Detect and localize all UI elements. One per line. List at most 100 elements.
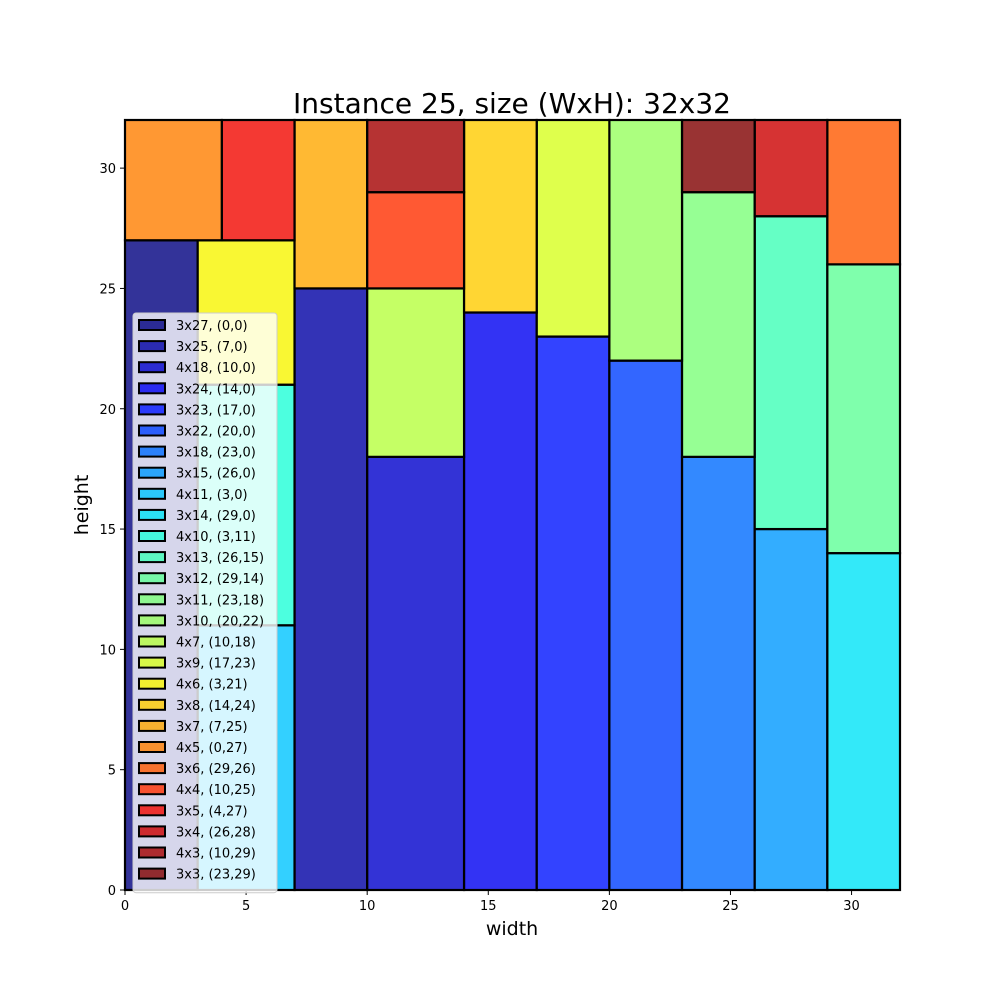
rect-11 (753, 215, 829, 531)
legend-swatch (138, 656, 166, 669)
plot-frame (124, 119, 901, 891)
rect-18 (462, 118, 538, 314)
y-tick-label: 5 (108, 764, 116, 779)
legend-swatch (138, 572, 166, 585)
rect-1 (293, 287, 369, 892)
x-tick-label: 5 (242, 899, 250, 914)
x-tick-label: 15 (480, 899, 497, 914)
legend-swatch (138, 445, 166, 458)
rect-14 (608, 118, 684, 362)
legend-label: 3x3, (23,29) (176, 868, 256, 883)
legend-swatch (138, 677, 166, 690)
rect-16 (535, 118, 611, 338)
legend-label: 3x24, (14,0) (176, 382, 256, 397)
legend-label: 3x7, (7,25) (176, 720, 248, 735)
legend-swatch (138, 614, 166, 627)
legend-swatch (138, 340, 166, 353)
legend-swatch (138, 719, 166, 732)
legend-swatch (138, 487, 166, 500)
y-tick-label: 0 (108, 884, 116, 899)
legend-label: 4x6, (3,21) (176, 678, 248, 693)
y-tick-label: 20 (99, 403, 116, 418)
legend-swatch (138, 361, 166, 374)
x-tick-label: 25 (722, 899, 739, 914)
rect-15 (366, 287, 466, 458)
legend-label: 3x6, (29,26) (176, 762, 256, 777)
legend-label: 4x18, (10,0) (176, 361, 256, 376)
rect-25 (366, 118, 466, 194)
x-axis-label: width (486, 918, 538, 940)
legend-swatch (138, 424, 166, 437)
legend-label: 4x11, (3,0) (176, 488, 248, 503)
legend-swatch (138, 635, 166, 648)
rect-12 (826, 263, 902, 555)
legend-label: 3x14, (29,0) (176, 509, 256, 524)
legend-label: 3x10, (20,22) (176, 614, 264, 629)
legend-label: 3x13, (26,15) (176, 551, 264, 566)
x-tick-label: 20 (601, 899, 618, 914)
legend-swatch (138, 783, 166, 796)
legend-label: 4x7, (10,18) (176, 636, 256, 651)
legend-swatch (138, 804, 166, 817)
rect-23 (220, 118, 296, 242)
rect-24 (753, 118, 829, 218)
legend-swatch (138, 867, 166, 880)
legend-label: 3x25, (7,0) (176, 340, 248, 355)
legend-box (132, 312, 278, 894)
y-axis: 0 5 10 15 20 25 30 (99, 162, 125, 899)
rect-26 (680, 118, 756, 194)
rect-5 (608, 359, 684, 892)
rect-22 (366, 191, 466, 290)
legend-swatch (138, 551, 166, 564)
legend-swatch (138, 846, 166, 859)
legend-swatch (138, 403, 166, 416)
rect-19 (293, 118, 369, 290)
legend-label: 4x10, (3,11) (176, 530, 256, 545)
legend-label: 4x3, (10,29) (176, 847, 256, 862)
rect-2 (366, 455, 466, 892)
rect-20 (123, 118, 223, 242)
rect-9 (826, 552, 902, 892)
rect-6 (680, 455, 756, 892)
rect-13 (680, 191, 756, 458)
legend-swatch (138, 466, 166, 479)
legend-swatch (138, 825, 166, 838)
x-axis: 0 5 10 15 20 25 30 (121, 890, 860, 914)
x-tick-label: 10 (359, 899, 376, 914)
x-tick-label: 30 (843, 899, 860, 914)
y-axis-label: height (71, 475, 93, 536)
legend-swatch (138, 698, 166, 711)
legend-label: 3x4, (26,28) (176, 825, 256, 840)
rect-7 (753, 527, 829, 892)
legend-label: 3x9, (17,23) (176, 657, 256, 672)
legend: 3x27, (0,0) 3x25, (7,0) 4x18, (10,0) 3x24, … (132, 312, 278, 894)
chart-title: Instance 25, size (WxH): 32x32 (293, 87, 731, 120)
legend-label: 3x18, (23,0) (176, 446, 256, 461)
legend-swatch (138, 762, 166, 775)
rect-4 (535, 335, 611, 892)
legend-label: 4x4, (10,25) (176, 783, 256, 798)
legend-label: 3x11, (23,18) (176, 593, 264, 608)
legend-swatch (138, 530, 166, 542)
legend-label: 3x5, (4,27) (176, 804, 248, 819)
y-tick-label: 30 (99, 162, 116, 177)
legend-swatch (138, 741, 166, 753)
legend-label: 3x22, (20,0) (176, 425, 256, 440)
x-tick-label: 0 (121, 899, 129, 914)
legend-label: 3x8, (14,24) (176, 699, 256, 714)
rect-3 (462, 311, 538, 892)
y-tick-label: 15 (99, 523, 116, 538)
legend-swatch (138, 382, 166, 395)
legend-label: 4x5, (0,27) (176, 741, 248, 756)
legend-label: 3x15, (26,0) (176, 467, 256, 482)
legend-swatch (138, 508, 166, 521)
y-tick-label: 25 (99, 282, 116, 297)
legend-swatch (138, 319, 166, 331)
legend-swatch (138, 593, 166, 606)
y-tick-label: 10 (99, 643, 116, 658)
rect-21 (826, 118, 902, 266)
legend-label: 3x27, (0,0) (176, 319, 248, 334)
legend-label: 3x23, (17,0) (176, 403, 256, 418)
legend-label: 3x12, (29,14) (176, 572, 264, 587)
